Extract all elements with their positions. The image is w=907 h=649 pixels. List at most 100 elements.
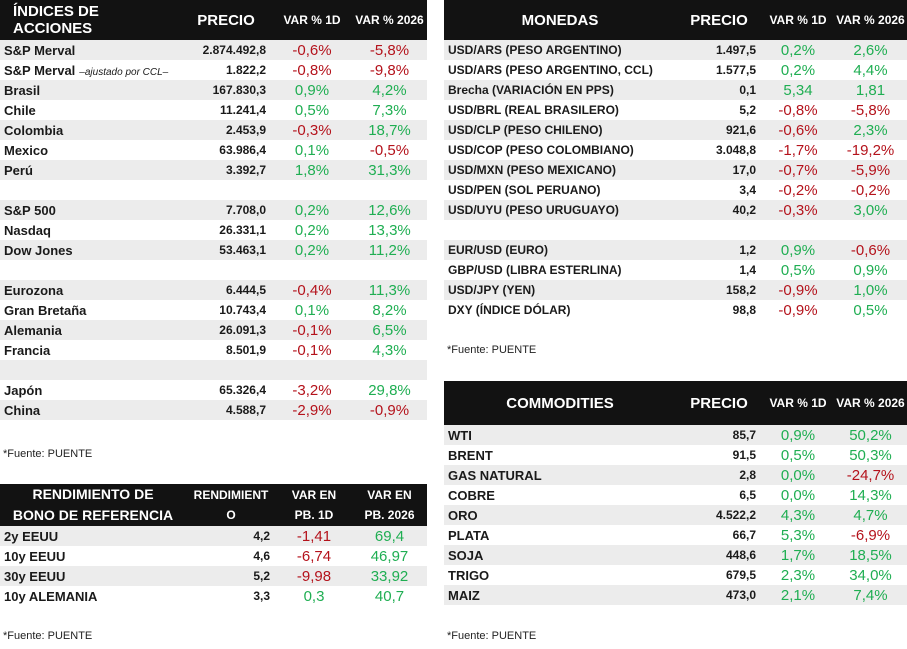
- row-var-1d: 0,0%: [780, 466, 816, 484]
- row-name: China: [4, 402, 41, 418]
- row-price: 85,7: [732, 428, 756, 442]
- row-var-2026: -0,2%: [850, 181, 891, 199]
- table-row: BRENT 91,5 0,5% 50,3%: [444, 445, 907, 465]
- row-name: COBRE: [448, 487, 495, 503]
- spacer-row: [0, 180, 427, 200]
- bonds-price-header-line2: O: [226, 508, 236, 522]
- row-var-2026: 18,5%: [849, 546, 892, 564]
- row-var-1d: -0,7%: [778, 161, 818, 179]
- table-row: DXY (ÍNDICE DÓLAR) 98,8 -0,9% 0,5%: [444, 300, 907, 320]
- row-name-cell: USD/COP (PESO COLOMBIANO): [444, 143, 676, 157]
- row-var-1d: -6,74: [296, 547, 332, 565]
- row-name-cell: Perú: [0, 163, 180, 178]
- row-price: 921,6: [725, 123, 756, 137]
- row-var-2026: -0,6%: [850, 241, 891, 259]
- row-var-2026: 14,3%: [849, 486, 892, 504]
- row-name: WTI: [448, 427, 472, 443]
- row-price: 66,7: [732, 528, 756, 542]
- row-name-cell: Chile: [0, 103, 180, 118]
- row-name: Dow Jones: [4, 242, 73, 258]
- row-var-1d: 4,3%: [780, 506, 816, 524]
- bonds-price-header-line1: RENDIMIENT: [193, 488, 269, 502]
- row-var-2026: 1,81: [855, 81, 886, 99]
- row-name-cell: SOJA: [444, 548, 676, 563]
- row-name-cell: USD/ARS (PESO ARGENTINO, CCL): [444, 63, 676, 77]
- row-price: 7.708,0: [225, 203, 266, 217]
- row-price: 5,2: [739, 103, 756, 117]
- row-var-2026: -24,7%: [846, 466, 895, 484]
- currencies-title: MONEDAS: [521, 11, 599, 29]
- row-var-2026: 29,8%: [368, 381, 411, 399]
- row-var-1d: -0,4%: [292, 281, 332, 299]
- indices-panel: ÍNDICES DE ACCIONES PRECIO VAR % 1D VAR …: [0, 0, 427, 420]
- row-name-cell: 2y EEUU: [0, 529, 186, 544]
- table-row: China 4.588,7 -2,9% -0,9%: [0, 400, 427, 420]
- table-row: 2y EEUU 4,2 -1,41 69,4: [0, 526, 427, 546]
- row-var-2026: -5,9%: [850, 161, 891, 179]
- row-name: USD/CLP (PESO CHILENO): [448, 123, 603, 137]
- indices-rows: S&P Merval 2.874.492,8 -0,6% -5,8% S&P Merva…: [0, 40, 427, 420]
- row-var-1d: -3,2%: [292, 381, 332, 399]
- table-row: SOJA 448,6 1,7% 18,5%: [444, 545, 907, 565]
- commodities-title: COMMODITIES: [506, 394, 614, 412]
- row-price: 65.326,4: [219, 383, 266, 397]
- row-var-1d: -0,9%: [778, 301, 818, 319]
- row-name: GBP/USD (LIBRA ESTERLINA): [448, 263, 622, 277]
- row-var-1d: 0,2%: [294, 221, 330, 239]
- row-var-2026: 69,4: [374, 527, 405, 545]
- row-var-1d: -0,8%: [292, 61, 332, 79]
- table-row: ORO 4.522,2 4,3% 4,7%: [444, 505, 907, 525]
- table-row: 10y ALEMANIA 3,3 0,3 40,7: [0, 586, 427, 606]
- row-name-cell: 10y EEUU: [0, 549, 186, 564]
- row-var-1d: -0,9%: [778, 281, 818, 299]
- row-price: 4.588,7: [225, 403, 266, 417]
- row-var-1d: -0,3%: [292, 121, 332, 139]
- row-var-2026: 7,3%: [372, 101, 407, 119]
- bonds-title: RENDIMIENTO DE BONO DE REFERENCIA: [0, 484, 186, 526]
- row-var-1d: 5,3%: [780, 526, 816, 544]
- bonds-var2026-header-line1: VAR EN: [367, 488, 412, 502]
- row-price: 26.331,1: [219, 223, 266, 237]
- row-var-2026: 40,7: [374, 587, 405, 605]
- table-row: USD/PEN (SOL PERUANO) 3,4 -0,2% -0,2%: [444, 180, 907, 200]
- row-var-1d: -0,1%: [292, 321, 332, 339]
- row-name-cell: TRIGO: [444, 568, 676, 583]
- row-var-2026: 0,9%: [853, 261, 888, 279]
- row-name-cell: Brecha (VARIACIÓN EN PPS): [444, 83, 676, 97]
- indices-price-header: PRECIO: [197, 11, 255, 29]
- table-row: Mexico 63.986,4 0,1% -0,5%: [0, 140, 427, 160]
- row-var-2026: 18,7%: [368, 121, 411, 139]
- bonds-title-line2: BONO DE REFERENCIA: [12, 507, 174, 523]
- row-var-1d: -1,41: [296, 527, 332, 545]
- row-var-1d: 2,1%: [780, 586, 816, 604]
- table-row: USD/MXN (PESO MEXICANO) 17,0 -0,7% -5,9%: [444, 160, 907, 180]
- row-name-cell: Nasdaq: [0, 223, 180, 238]
- commodities-var2026-header: VAR % 2026: [836, 396, 905, 410]
- row-var-1d: -0,1%: [292, 341, 332, 359]
- row-name: MAIZ: [448, 587, 480, 603]
- row-name: USD/ARS (PESO ARGENTINO, CCL): [448, 63, 653, 77]
- row-var-1d: 0,5%: [780, 261, 816, 279]
- row-var-1d: 1,8%: [294, 161, 330, 179]
- row-price: 8.501,9: [225, 343, 266, 357]
- row-var-2026: -5,8%: [369, 41, 410, 59]
- row-var-1d: 0,2%: [780, 61, 816, 79]
- row-var-1d: 1,7%: [780, 546, 816, 564]
- row-name: USD/ARS (PESO ARGENTINO): [448, 43, 622, 57]
- row-name: Alemania: [4, 322, 62, 338]
- row-name: 10y EEUU: [4, 548, 66, 564]
- row-price: 1.822,2: [225, 63, 266, 77]
- row-var-1d: -0,3%: [778, 201, 818, 219]
- row-price: 10.743,4: [219, 303, 266, 317]
- row-var-1d: 0,5%: [780, 446, 816, 464]
- row-var-2026: 12,6%: [368, 201, 411, 219]
- row-name-cell: 30y EEUU: [0, 569, 186, 584]
- row-var-2026: 2,3%: [853, 121, 888, 139]
- row-name: Gran Bretaña: [4, 302, 87, 318]
- row-var-2026: 4,7%: [853, 506, 888, 524]
- row-price: 63.986,4: [219, 143, 266, 157]
- row-name-cell: PLATA: [444, 528, 676, 543]
- row-name: S&P 500: [4, 202, 56, 218]
- row-var-2026: -19,2%: [846, 141, 895, 159]
- row-var-1d: -0,6%: [778, 121, 818, 139]
